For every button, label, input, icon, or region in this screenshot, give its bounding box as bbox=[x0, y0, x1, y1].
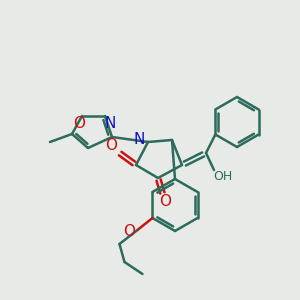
Text: O: O bbox=[105, 139, 117, 154]
Text: N: N bbox=[104, 116, 116, 131]
Text: N: N bbox=[133, 131, 145, 146]
Text: O: O bbox=[159, 194, 171, 208]
Text: O: O bbox=[124, 224, 136, 239]
Text: OH: OH bbox=[213, 169, 232, 182]
Text: O: O bbox=[73, 116, 85, 131]
